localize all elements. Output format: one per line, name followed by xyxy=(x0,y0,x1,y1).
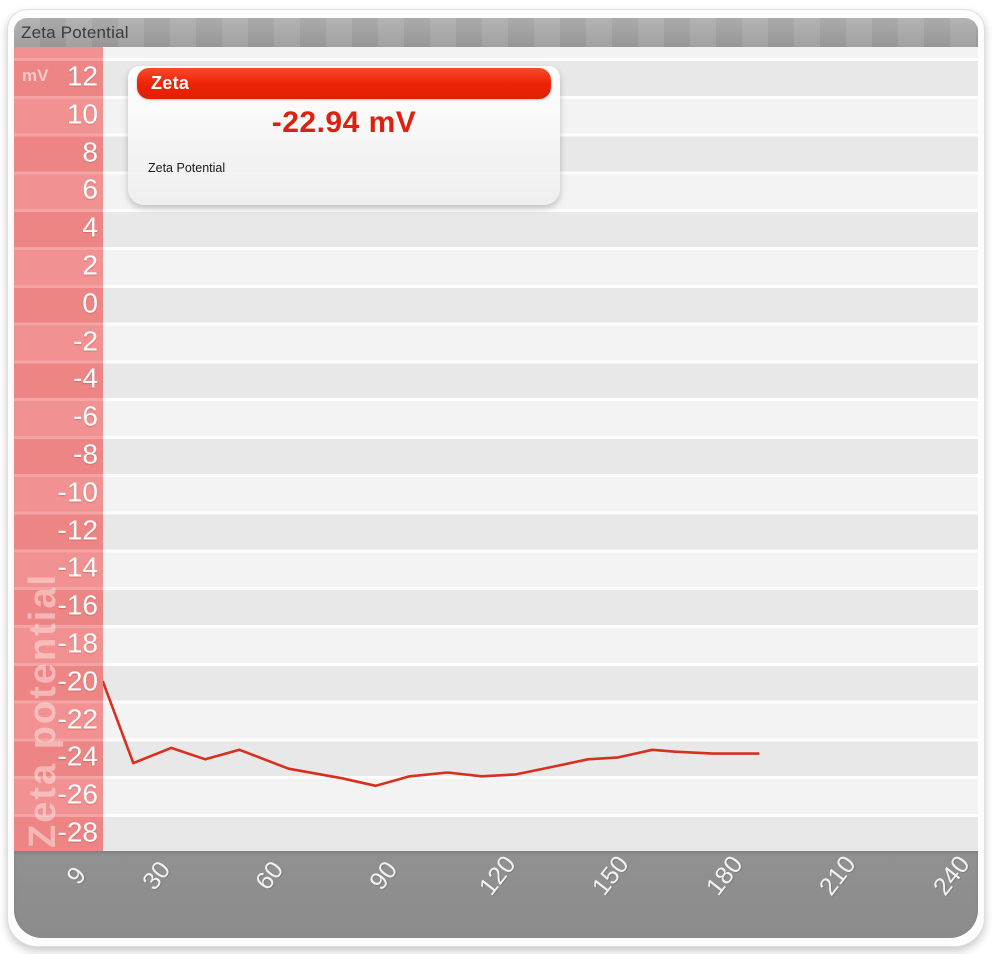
x-tick-label: 180 xyxy=(700,850,749,901)
window-titlebar[interactable]: Zeta Potential xyxy=(14,18,978,47)
y-axis: mV Zeta potential 12 10 8 6 4 2 0 -2 -4 -6 -8 -10 -1… xyxy=(14,47,103,851)
y-tick-label: -10 xyxy=(57,476,98,508)
y-tick-label: 2 xyxy=(82,249,98,281)
x-tick-label: 210 xyxy=(814,850,862,901)
y-tick-label: 12 xyxy=(66,60,98,92)
plot-area[interactable]: mV Zeta potential 12 10 8 6 4 2 0 -2 -4 -6 -8 -10 -1… xyxy=(14,47,978,851)
legend-card[interactable]: Zeta -22.94 mV Zeta Potential xyxy=(128,66,560,205)
legend-header: Zeta xyxy=(137,68,551,99)
x-tick-label: 30 xyxy=(136,856,176,896)
y-tick-label: 4 xyxy=(82,211,98,243)
x-tick-label: 9 xyxy=(61,861,92,890)
legend-series-name: Zeta xyxy=(151,73,190,93)
legend-series-label: Zeta Potential xyxy=(148,161,226,175)
line-chart-svg xyxy=(103,680,760,788)
y-tick-label: -20 xyxy=(57,665,98,697)
y-tick-label: 0 xyxy=(82,287,98,319)
y-tick-label: 6 xyxy=(82,173,98,205)
y-tick-label: -28 xyxy=(57,816,98,848)
x-tick-label: 60 xyxy=(250,856,290,896)
y-tick-label: 10 xyxy=(66,98,98,130)
y-tick-label: 8 xyxy=(82,135,98,167)
y-tick-label: -26 xyxy=(57,778,98,810)
x-tick-label: 90 xyxy=(363,856,403,896)
x-tick-label: 120 xyxy=(473,850,521,901)
y-tick-label: -16 xyxy=(57,589,98,621)
y-tick-label: -2 xyxy=(73,324,98,356)
x-axis: 9 30 60 90 120 150 180 210 240 xyxy=(14,851,978,938)
y-tick-label: -4 xyxy=(73,362,98,394)
y-tick-label: -22 xyxy=(57,702,98,734)
x-tick-label: 240 xyxy=(927,850,976,901)
window-title: Zeta Potential xyxy=(21,23,129,42)
legend-value: -22.94 mV xyxy=(271,106,417,139)
y-tick-label: -18 xyxy=(57,627,98,659)
y-tick-label: -6 xyxy=(73,400,98,432)
zeta-series-line xyxy=(103,680,760,788)
x-tick-label: 150 xyxy=(586,850,635,901)
y-tick-label: -24 xyxy=(57,740,98,772)
y-tick-label: -14 xyxy=(57,551,98,583)
y-tick-label: -8 xyxy=(73,438,98,470)
y-axis-unit-label: mV xyxy=(22,66,49,85)
y-tick-label: -12 xyxy=(57,513,98,545)
